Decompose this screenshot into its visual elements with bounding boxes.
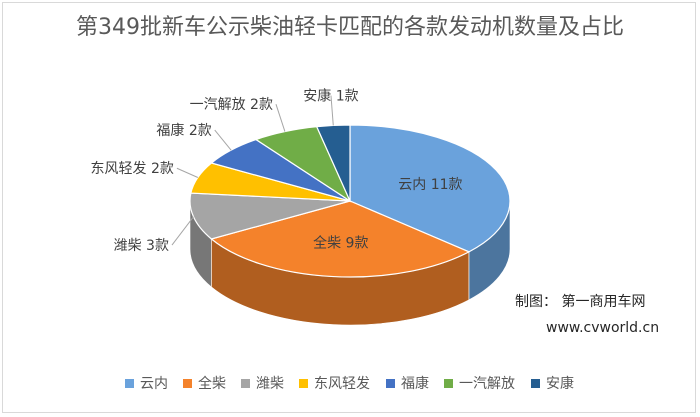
data-label-3: 东风轻发 2款 — [91, 161, 174, 177]
credit-maker: 制图： 第一商用车网 — [515, 293, 645, 310]
leader-line-4 — [214, 129, 232, 151]
slice-1 — [210, 200, 471, 278]
legend-label-6: 安康 — [546, 375, 574, 392]
data-label-2: 潍柴 3款 — [114, 238, 169, 254]
legend-label-2: 潍柴 — [256, 376, 284, 392]
leader-line-6 — [330, 95, 334, 126]
data-label-5: 一汽解放 2款 — [190, 97, 273, 113]
data-label-4: 福康 2款 — [156, 122, 211, 139]
data-label-6: 安康 1款 — [303, 88, 358, 105]
slice-6 — [315, 124, 351, 202]
leader-line-2 — [171, 216, 194, 246]
legend-label-4: 福康 — [401, 375, 429, 392]
legend-swatch-5 — [444, 379, 453, 388]
legend-label-1: 全柴 — [198, 375, 226, 392]
legend-swatch-3 — [299, 379, 308, 388]
data-label-0: 云内 11款 — [398, 177, 462, 193]
legend-swatch-1 — [183, 379, 192, 388]
legend-swatch-2 — [241, 379, 250, 388]
credit-url: www.cvworld.cn — [546, 320, 659, 336]
legend-swatch-4 — [386, 379, 395, 388]
data-label-1: 全柴 9款 — [313, 235, 368, 252]
leader-line-3 — [176, 167, 199, 178]
slice-0 — [349, 124, 511, 253]
legend-swatch-6 — [531, 379, 540, 388]
legend-swatch-0 — [125, 379, 134, 388]
chart-title: 第349批新车公示柴油轻卡匹配的各款发动机数量及占比 — [76, 15, 624, 40]
legend-label-5: 一汽解放 — [459, 376, 515, 392]
pie-slices — [189, 124, 511, 326]
leader-line-5 — [275, 104, 286, 132]
legend: 云内 全柴 潍柴 东风轻发 福康 一汽解放 安康 — [125, 375, 574, 392]
legend-label-3: 东风轻发 — [314, 376, 370, 392]
legend-label-0: 云内 — [140, 376, 168, 392]
